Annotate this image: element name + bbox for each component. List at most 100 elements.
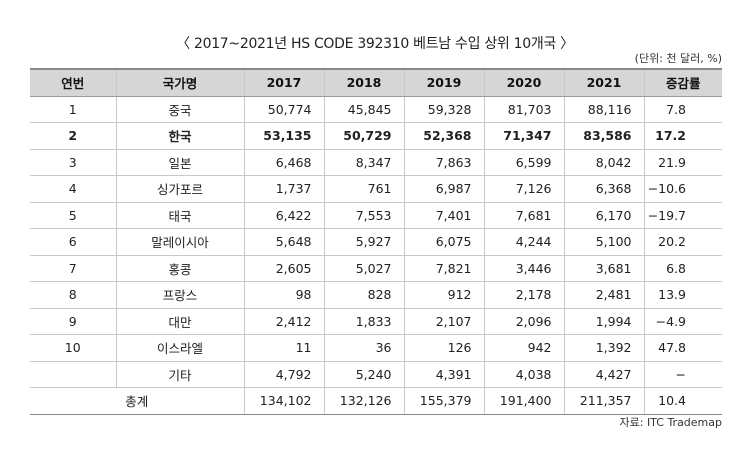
cell-2019: 52,368 <box>403 122 484 150</box>
cell-rate: 13.9 <box>643 281 722 309</box>
cell-2021: 4,427 <box>563 361 644 388</box>
cell-no: 7 <box>30 255 116 282</box>
table-row: 9 대만 2,412 1,833 2,107 2,096 1,994 −4.9 <box>30 308 722 335</box>
import-table: 연번 국가명 2017 2018 2019 2020 2021 증감률 1 중국… <box>30 68 722 415</box>
total-2020: 191,400 <box>483 387 564 415</box>
cell-rate: −19.7 <box>643 202 722 229</box>
cell-2020: 7,681 <box>483 202 564 229</box>
cell-country: 홍콩 <box>115 255 244 282</box>
table-row: 4 싱가포르 1,737 761 6,987 7,126 6,368 −10.6 <box>30 175 722 203</box>
cell-country: 프랑스 <box>115 281 244 309</box>
cell-2017: 2,412 <box>243 308 324 335</box>
cell-2017: 2,605 <box>243 255 324 282</box>
cell-2018: 761 <box>323 175 404 203</box>
cell-2021: 83,586 <box>563 122 644 150</box>
header-2021: 2021 <box>563 68 644 97</box>
header-row: 연번 국가명 2017 2018 2019 2020 2021 증감률 <box>30 68 722 97</box>
cell-2020: 4,244 <box>483 228 564 256</box>
cell-2021: 2,481 <box>563 281 644 309</box>
cell-no: 5 <box>30 202 116 229</box>
cell-no: 3 <box>30 149 116 176</box>
cell-no: 2 <box>30 122 116 150</box>
cell-rate: 17.2 <box>643 122 722 150</box>
cell-no <box>30 361 116 388</box>
cell-country: 일본 <box>115 149 244 176</box>
cell-country: 말레이시아 <box>115 228 244 256</box>
cell-country: 싱가포르 <box>115 175 244 203</box>
cell-2018: 5,027 <box>323 255 404 282</box>
cell-rate: 47.8 <box>643 334 722 362</box>
cell-no: 8 <box>30 281 116 309</box>
header-rate: 증감률 <box>643 68 722 97</box>
header-2019: 2019 <box>403 68 484 97</box>
table-row: 기타 4,792 5,240 4,391 4,038 4,427 − <box>30 361 722 388</box>
table-row: 10 이스라엘 11 36 126 942 1,392 47.8 <box>30 334 722 362</box>
cell-2019: 6,987 <box>403 175 484 203</box>
cell-rate: − <box>643 361 722 388</box>
cell-2018: 45,845 <box>323 96 404 123</box>
cell-2019: 59,328 <box>403 96 484 123</box>
cell-rate: 20.2 <box>643 228 722 256</box>
cell-rate: −10.6 <box>643 175 722 203</box>
cell-2018: 7,553 <box>323 202 404 229</box>
cell-rate: 21.9 <box>643 149 722 176</box>
total-2017: 134,102 <box>243 387 324 415</box>
cell-2019: 912 <box>403 281 484 309</box>
cell-2019: 2,107 <box>403 308 484 335</box>
table-row-highlight: 2 한국 53,135 50,729 52,368 71,347 83,586 … <box>30 122 722 150</box>
total-row: 총계 134,102 132,126 155,379 191,400 211,3… <box>30 387 722 415</box>
table-row: 8 프랑스 98 828 912 2,178 2,481 13.9 <box>30 281 722 309</box>
unit-note: (단위: 천 달러, %) <box>634 52 722 65</box>
table-row: 3 일본 6,468 8,347 7,863 6,599 8,042 21.9 <box>30 149 722 176</box>
header-2017: 2017 <box>243 68 324 97</box>
cell-2017: 11 <box>243 334 324 362</box>
cell-2020: 2,178 <box>483 281 564 309</box>
cell-country: 태국 <box>115 202 244 229</box>
table-row: 7 홍콩 2,605 5,027 7,821 3,446 3,681 6.8 <box>30 255 722 282</box>
cell-no: 10 <box>30 334 116 362</box>
cell-2018: 50,729 <box>323 122 404 150</box>
cell-2020: 2,096 <box>483 308 564 335</box>
cell-rate: 7.8 <box>643 96 722 123</box>
cell-rate: −4.9 <box>643 308 722 335</box>
cell-2020: 81,703 <box>483 96 564 123</box>
cell-2018: 8,347 <box>323 149 404 176</box>
cell-country: 기타 <box>115 361 244 388</box>
cell-2021: 3,681 <box>563 255 644 282</box>
header-2018: 2018 <box>323 68 404 97</box>
cell-2017: 6,468 <box>243 149 324 176</box>
cell-2020: 6,599 <box>483 149 564 176</box>
table-title: 〈 2017~2021년 HS CODE 392310 베트남 수입 상위 10… <box>176 36 574 52</box>
cell-2020: 71,347 <box>483 122 564 150</box>
header-country: 국가명 <box>115 68 244 97</box>
cell-no: 6 <box>30 228 116 256</box>
cell-country: 대만 <box>115 308 244 335</box>
total-2021: 211,357 <box>563 387 644 415</box>
cell-2017: 5,648 <box>243 228 324 256</box>
cell-2017: 98 <box>243 281 324 309</box>
cell-2019: 7,821 <box>403 255 484 282</box>
cell-2018: 1,833 <box>323 308 404 335</box>
total-rate: 10.4 <box>643 387 722 415</box>
cell-rate: 6.8 <box>643 255 722 282</box>
cell-2019: 7,863 <box>403 149 484 176</box>
cell-2021: 1,994 <box>563 308 644 335</box>
cell-no: 9 <box>30 308 116 335</box>
table-row: 1 중국 50,774 45,845 59,328 81,703 88,116 … <box>30 96 722 123</box>
cell-no: 1 <box>30 96 116 123</box>
total-2018: 132,126 <box>323 387 404 415</box>
cell-2021: 8,042 <box>563 149 644 176</box>
cell-2019: 7,401 <box>403 202 484 229</box>
cell-2019: 6,075 <box>403 228 484 256</box>
source-note: 자료: ITC Trademap <box>619 416 723 429</box>
cell-2019: 4,391 <box>403 361 484 388</box>
cell-2020: 4,038 <box>483 361 564 388</box>
table-row: 5 태국 6,422 7,553 7,401 7,681 6,170 −19.7 <box>30 202 722 229</box>
cell-country: 이스라엘 <box>115 334 244 362</box>
cell-2017: 53,135 <box>243 122 324 150</box>
cell-2017: 4,792 <box>243 361 324 388</box>
cell-2020: 7,126 <box>483 175 564 203</box>
cell-2017: 50,774 <box>243 96 324 123</box>
cell-2018: 36 <box>323 334 404 362</box>
cell-2019: 126 <box>403 334 484 362</box>
